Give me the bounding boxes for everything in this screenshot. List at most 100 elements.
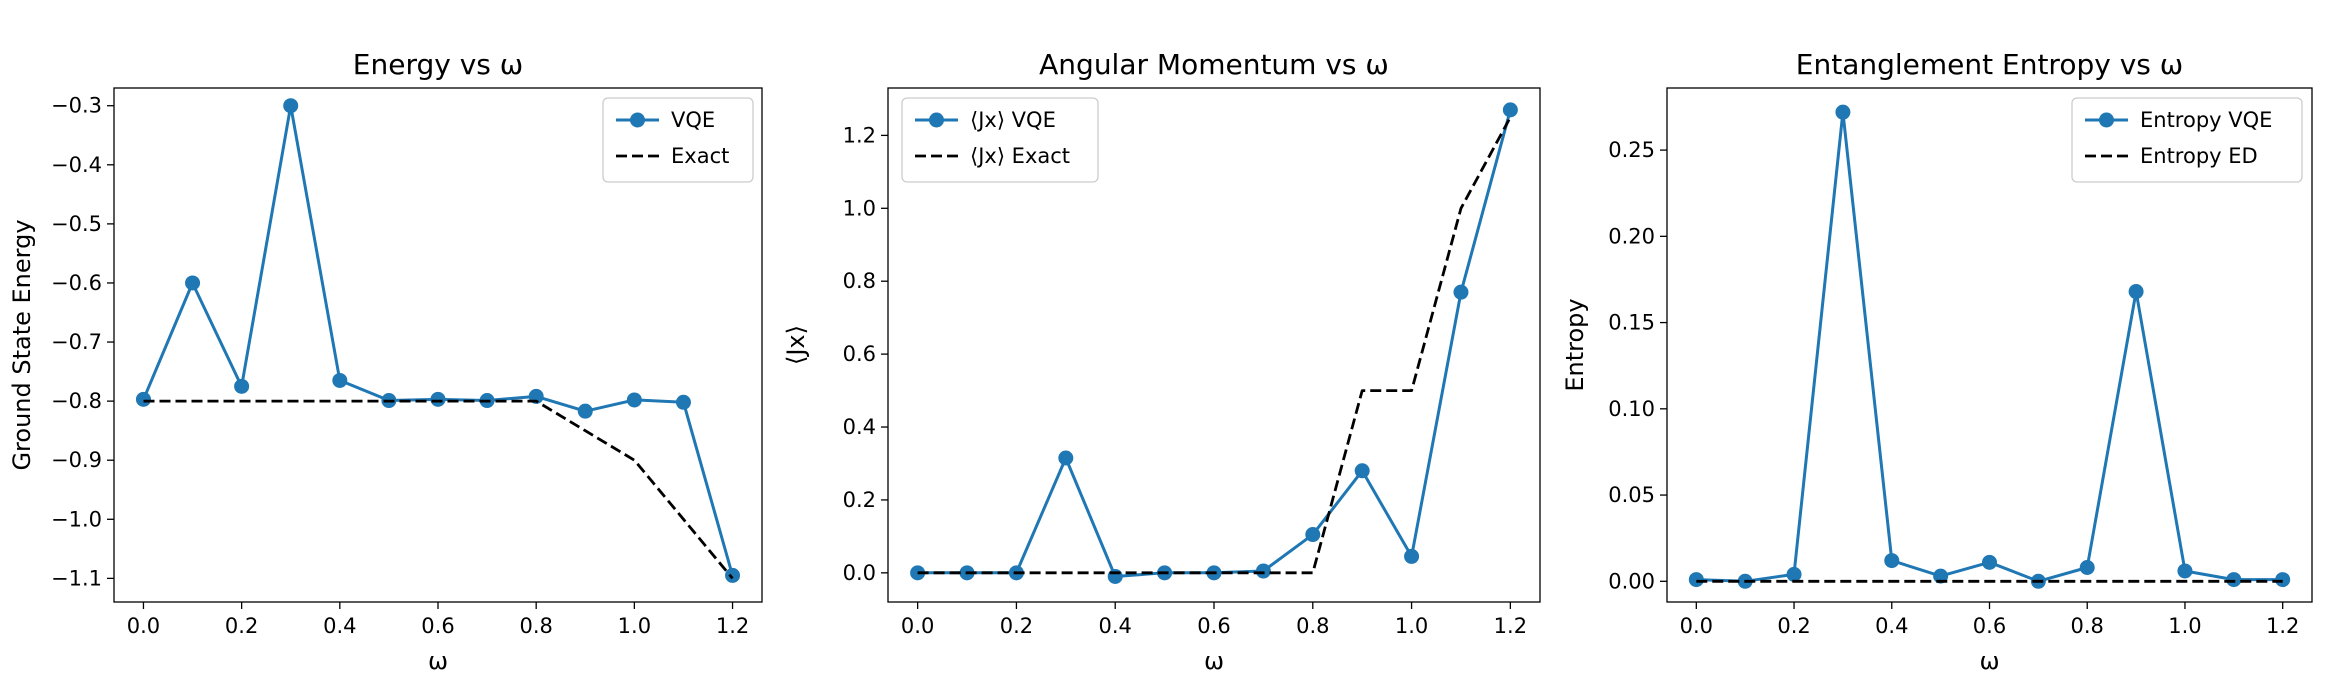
data-point [2079,560,2095,576]
data-point [1305,527,1321,543]
data-point [1404,548,1420,564]
x-tick-label: 0.2 [1777,614,1810,638]
data-point [2226,572,2242,588]
x-tick-label: 0.4 [1875,614,1908,638]
data-point [2128,284,2144,300]
chart-title: Angular Momentum vs ω [1039,48,1389,81]
y-tick-label: 0.20 [1608,224,1655,248]
data-point [1502,102,1518,118]
x-tick-label: 0.8 [519,614,552,638]
series-line-2 [143,399,734,580]
data-point [2177,563,2193,579]
subplot-3: Entanglement Entropy vs ω 0.0 0.2 0.4 0.6 0.8… [1561,48,2313,675]
x-tick-label: 1.2 [2266,614,2299,638]
legend: VQE Exact [602,97,754,183]
series-line-2 [917,116,1512,575]
x-tick-label: 0.8 [1296,614,1329,638]
y-tick-label: 0.2 [843,488,876,512]
x-tick-label: 0.4 [323,614,356,638]
legend-marker [929,112,944,128]
subplot-2: Angular Momentum vs ω 0.0 0.2 0.4 0.6 0.8 1.0 1… [782,48,1541,675]
y-axis-label: Entropy [1561,298,1589,391]
data-point [1255,563,1271,579]
data-point [1835,104,1851,120]
x-axis-label: ω [1204,647,1224,675]
x-tick-label: 0.4 [1099,614,1132,638]
x-tick-label: 0.6 [421,614,454,638]
legend-label: ⟨Jx⟩ Exact [970,144,1070,168]
y-tick-label: −0.5 [51,212,102,236]
legend-label: Entropy VQE [2140,108,2272,132]
y-tick-label: 0.6 [843,342,876,366]
x-axis-label: ω [1979,647,1999,675]
data-point [725,567,741,583]
data-point [1786,566,1802,582]
x-tick-label: 0.6 [1197,614,1230,638]
data-point [1982,554,1997,570]
y-tick-label: 0.10 [1608,397,1655,421]
data-point [1688,572,1704,588]
x-tick-label: 0.0 [127,614,160,638]
chart-title: Energy vs ω [353,48,523,81]
x-tick-label: 1.0 [618,614,651,638]
data-point [1107,568,1123,584]
y-tick-label: −0.7 [51,330,102,354]
y-tick-label: −0.8 [51,389,102,413]
y-tick-label: 0.8 [843,269,876,293]
x-tick-label: 1.0 [1395,614,1428,638]
x-tick-label: 1.2 [1494,614,1527,638]
data-point [675,394,691,410]
data-point [1354,463,1370,479]
legend-label: VQE [671,108,715,132]
data-point [2275,572,2291,588]
x-tick-label: 0.2 [225,614,258,638]
chart-title: Entanglement Entropy vs ω [1796,48,2183,81]
data-point [577,403,593,419]
data-point [430,391,446,407]
legend-box [2071,97,2303,183]
data-point [135,391,151,407]
data-point [1933,568,1949,584]
y-tick-label: −0.6 [51,271,102,295]
plot-frame [1666,87,2313,603]
y-tick-label: 1.0 [843,196,876,220]
y-axis-label: ⟨Jx⟩ [782,325,810,365]
x-tick-label: 0.0 [1680,614,1713,638]
data-point [626,392,642,408]
data-point [332,372,348,388]
legend-marker [2099,112,2114,128]
y-tick-label: −0.9 [51,448,102,472]
x-tick-label: 0.2 [1000,614,1033,638]
data-point [1453,284,1469,300]
y-tick-label: 0.15 [1608,311,1655,335]
x-tick-label: 0.0 [901,614,934,638]
data-point [185,275,201,291]
y-axis-label: Ground State Energy [8,219,36,470]
legend: Entropy VQE Entropy ED [2071,97,2303,183]
x-axis-label: ω [428,647,448,675]
y-tick-label: 0.05 [1608,483,1655,507]
y-tick-label: −0.4 [51,153,102,177]
legend-label: Exact [671,144,729,168]
plot-frame [113,87,763,603]
y-tick-label: 0.0 [843,561,876,585]
y-tick-label: −1.0 [51,507,102,531]
data-point [1884,553,1900,569]
subplot-1: Energy vs ω 0.0 0.2 0.4 0.6 0.8 1.0 1.2 −0.3 −0.4… [8,48,763,675]
x-tick-label: 0.8 [2071,614,2104,638]
x-tick-label: 0.6 [1973,614,2006,638]
x-tick-label: 1.2 [716,614,749,638]
legend: ⟨Jx⟩ VQE ⟨Jx⟩ Exact [901,97,1099,183]
y-tick-label: 0.25 [1608,138,1655,162]
legend-marker [630,112,645,128]
y-tick-label: −0.3 [51,94,102,118]
plot-frame [887,87,1541,603]
y-tick-label: 0.00 [1608,569,1655,593]
data-point [283,98,299,114]
legend-label: ⟨Jx⟩ VQE [970,108,1056,132]
x-tick-label: 1.0 [2168,614,2201,638]
y-tick-label: 0.4 [843,415,876,439]
data-point [234,378,250,394]
data-point [1058,450,1074,466]
y-tick-label: −1.1 [51,566,102,590]
